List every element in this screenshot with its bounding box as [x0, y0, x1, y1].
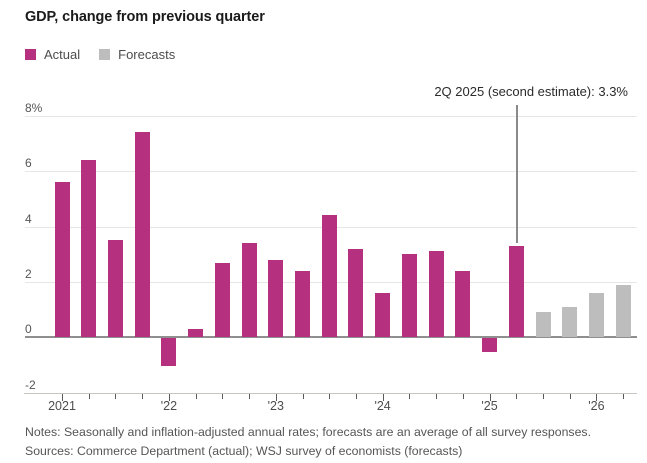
bar-2021-q3: [107, 240, 123, 338]
x-axis-label: 2021: [48, 399, 76, 413]
bar-2022-q1: [161, 338, 177, 366]
bar-2026-q2: [615, 284, 631, 338]
x-axis-tick: [302, 393, 304, 399]
bar-2024-q1: [375, 293, 391, 338]
bar-2021-q2: [81, 160, 97, 338]
x-axis-tick: [222, 393, 224, 399]
notes-line: Notes: Seasonally and inflation-adjusted…: [25, 425, 591, 439]
bar-2023-q2: [295, 270, 310, 338]
x-axis-tick: [249, 393, 250, 399]
x-axis-tick: [623, 393, 625, 399]
x-axis-label: '22: [160, 399, 178, 413]
zero-baseline: [25, 336, 637, 339]
bar-2021-q4: [134, 132, 150, 338]
x-axis-tick: [355, 393, 357, 399]
forecasts-swatch-icon: [99, 49, 111, 60]
bar-2021-q1: [54, 182, 70, 338]
bar-2024-q4: [455, 270, 471, 338]
y-axis-label: 2: [25, 266, 32, 281]
bar-2025-q4: [562, 306, 578, 338]
y-axis-label: 0: [25, 322, 32, 337]
y-axis-label: 6: [25, 156, 32, 171]
x-axis-tick: [596, 393, 598, 401]
x-axis-tick: [115, 393, 117, 399]
y-axis-label: -2: [25, 377, 36, 392]
bar-2025-q3: [535, 312, 551, 338]
bar-2026-q1: [588, 293, 604, 338]
y-axis-label: 4: [25, 211, 32, 226]
bar-2023-q1: [268, 259, 284, 338]
gridline: [25, 115, 637, 117]
bar-2022-q2: [188, 329, 204, 338]
bar-2024-q3: [428, 251, 444, 338]
x-axis-line: [24, 392, 637, 394]
bar-2024-q2: [401, 254, 417, 338]
bar-2025-q2: [508, 245, 524, 338]
y-axis-label: 8%: [25, 100, 43, 115]
legend-label-forecasts: Forecasts: [118, 47, 176, 62]
legend-item-actual: Actual: [25, 47, 80, 62]
x-axis-label: '26: [588, 399, 605, 413]
bar-2023-q3: [321, 215, 337, 338]
bar-2023-q4: [348, 248, 364, 338]
x-axis-tick: [88, 393, 90, 399]
legend-label-actual: Actual: [44, 47, 81, 62]
x-axis-tick: [168, 393, 170, 401]
x-axis-tick: [489, 393, 491, 401]
legend-item-forecasts: Forecasts: [99, 47, 175, 62]
x-axis-tick: [462, 393, 464, 399]
x-axis-label: '24: [374, 399, 391, 413]
x-axis-tick: [543, 393, 544, 399]
bar-2022-q4: [241, 243, 257, 338]
annotation-label: 2Q 2025 (second estimate): 3.3%: [434, 84, 628, 99]
legend: Actual Forecasts: [25, 47, 175, 62]
annotation-pointer-line: [516, 105, 518, 244]
bar-2022-q3: [214, 262, 230, 338]
x-axis-tick: [142, 393, 144, 399]
chart-title: GDP, change from previous quarter: [25, 9, 265, 25]
x-axis-tick: [409, 393, 411, 399]
gridline: [25, 171, 637, 173]
x-axis-tick: [569, 393, 571, 399]
x-axis-tick: [382, 393, 384, 401]
x-axis-tick: [329, 393, 331, 399]
x-axis-tick: [436, 393, 438, 399]
actual-swatch-icon: [25, 49, 36, 60]
sources-line: Sources: Commerce Department (actual); W…: [25, 444, 463, 458]
bar-2025-q1: [482, 338, 497, 353]
x-axis-label: '23: [267, 399, 284, 413]
x-axis-label: '25: [481, 399, 498, 413]
x-axis-tick: [275, 393, 277, 401]
x-axis-tick: [516, 393, 518, 399]
x-axis-tick: [195, 393, 197, 399]
x-axis-tick: [62, 393, 63, 401]
